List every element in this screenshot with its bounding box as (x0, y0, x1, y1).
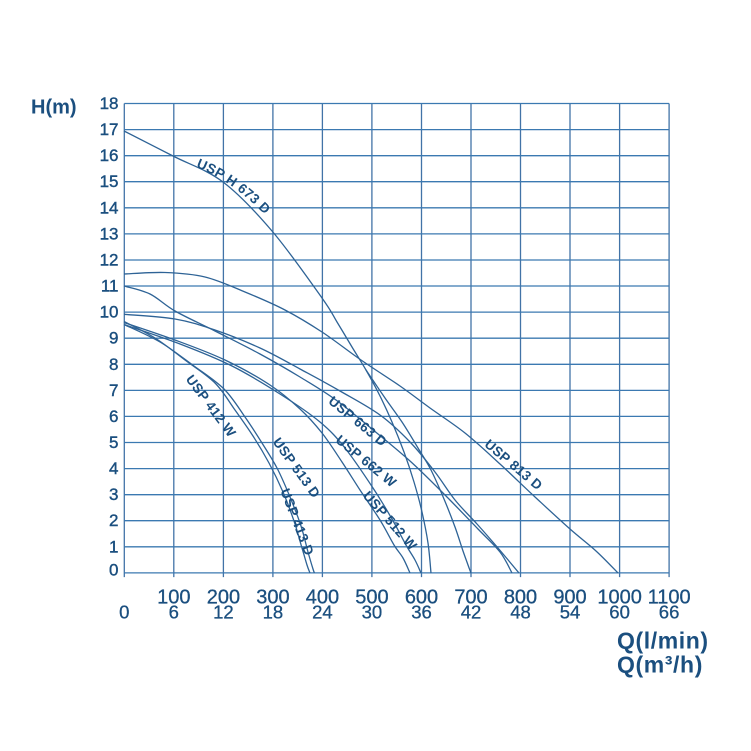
svg-text:900: 900 (553, 587, 586, 609)
svg-text:800: 800 (504, 587, 537, 609)
svg-text:48: 48 (510, 602, 531, 623)
svg-text:17: 17 (100, 120, 119, 139)
svg-text:500: 500 (355, 587, 388, 609)
svg-text:9: 9 (109, 329, 118, 348)
svg-text:12: 12 (213, 602, 234, 623)
svg-text:42: 42 (461, 602, 482, 623)
svg-text:24: 24 (312, 602, 333, 623)
svg-text:7: 7 (109, 381, 118, 400)
svg-text:15: 15 (100, 172, 119, 191)
svg-text:36: 36 (411, 602, 432, 623)
svg-text:6: 6 (109, 407, 118, 426)
svg-text:0: 0 (119, 602, 129, 623)
svg-text:200: 200 (207, 587, 240, 609)
svg-text:30: 30 (362, 602, 383, 623)
svg-text:16: 16 (100, 146, 119, 165)
svg-text:2: 2 (109, 511, 118, 530)
svg-text:6: 6 (169, 602, 179, 623)
svg-text:3: 3 (109, 485, 118, 504)
svg-text:14: 14 (100, 198, 119, 217)
svg-text:10: 10 (100, 303, 119, 322)
svg-text:Q(l/min): Q(l/min) (617, 628, 709, 654)
svg-text:54: 54 (560, 602, 581, 623)
svg-text:8: 8 (109, 355, 118, 374)
svg-text:4: 4 (109, 459, 118, 478)
svg-text:0: 0 (109, 560, 118, 579)
svg-text:700: 700 (454, 587, 487, 609)
svg-text:18: 18 (263, 602, 284, 623)
svg-text:18: 18 (100, 94, 119, 113)
svg-text:11: 11 (101, 277, 119, 296)
svg-text:1100: 1100 (648, 587, 691, 609)
svg-text:600: 600 (405, 587, 438, 609)
svg-text:5: 5 (109, 433, 118, 452)
svg-text:13: 13 (100, 224, 119, 243)
svg-text:66: 66 (659, 602, 680, 623)
svg-text:60: 60 (609, 602, 630, 623)
svg-text:1: 1 (109, 537, 118, 556)
svg-text:400: 400 (306, 587, 339, 609)
svg-text:Q(m³/h): Q(m³/h) (617, 652, 703, 678)
svg-text:1000: 1000 (597, 587, 642, 609)
svg-text:300: 300 (256, 587, 289, 609)
svg-text:12: 12 (100, 251, 119, 270)
svg-text:100: 100 (157, 587, 190, 609)
svg-text:H(m): H(m) (31, 97, 77, 119)
